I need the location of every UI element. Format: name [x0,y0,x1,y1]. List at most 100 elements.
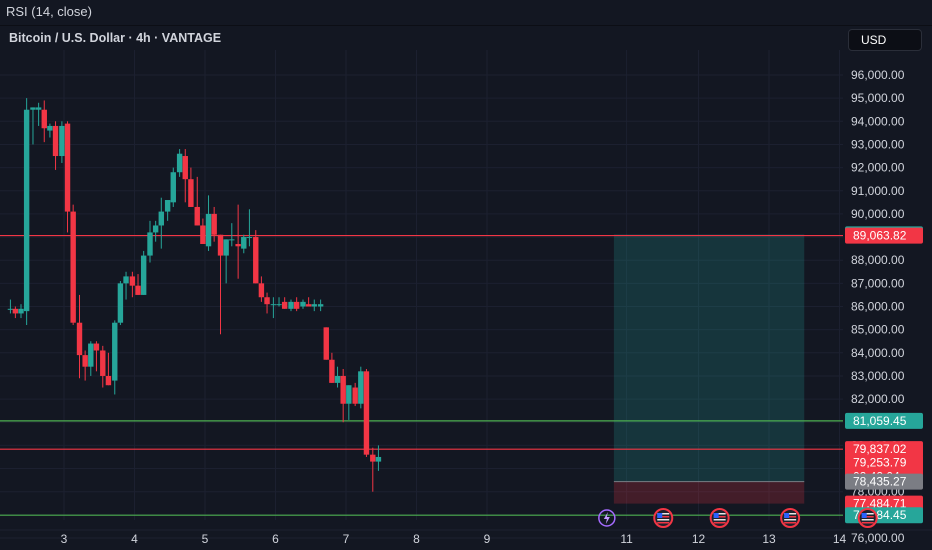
candle-body[interactable] [223,239,229,256]
candle-body[interactable] [293,301,300,309]
candle[interactable] [182,149,188,203]
candle-body[interactable] [117,283,124,323]
candle[interactable] [281,297,288,309]
candle-body[interactable] [170,172,176,203]
candle-body[interactable] [358,371,364,404]
candle[interactable] [176,149,183,177]
candle-body[interactable] [76,322,83,356]
candle-body[interactable] [7,308,14,310]
candle[interactable] [288,299,294,312]
candle[interactable] [140,250,147,295]
candle[interactable] [363,369,370,457]
candle-body[interactable] [241,237,247,249]
lightning-event-icon[interactable] [598,509,616,527]
candle-body[interactable] [258,283,265,298]
event-markers[interactable] [598,508,878,528]
horizontal-levels[interactable] [0,234,843,516]
candle[interactable] [88,341,94,376]
candle[interactable] [147,220,153,263]
candle-body[interactable] [93,343,100,351]
indicator-label[interactable]: RSI (14, close) [6,4,92,19]
candle-body[interactable] [64,123,71,212]
candle-body[interactable] [164,200,171,212]
candle-body[interactable] [211,213,217,235]
candle-body[interactable] [205,213,212,247]
candle[interactable] [117,281,124,326]
candle[interactable] [305,297,312,307]
candle[interactable] [370,447,376,492]
candle-body[interactable] [135,285,141,295]
us-flag-event-icon[interactable] [857,508,878,528]
candle-body[interactable] [235,243,241,247]
candle[interactable] [276,297,282,307]
candle-body[interactable] [35,107,42,110]
candle[interactable] [352,382,358,407]
candle[interactable] [47,123,53,138]
candle-body[interactable] [88,343,94,367]
candle[interactable] [241,234,247,254]
candle-body[interactable] [129,276,136,286]
candle[interactable] [253,230,259,284]
candle-body[interactable] [264,297,270,305]
candle[interactable] [317,299,324,312]
candle[interactable] [82,350,88,381]
candle[interactable] [76,294,83,379]
candle[interactable] [188,167,194,207]
candle-body[interactable] [300,301,306,307]
candle[interactable] [152,220,159,242]
us-flag-event-icon[interactable] [709,508,730,528]
candle-body[interactable] [41,109,47,129]
candle-body[interactable] [375,456,382,462]
us-flag-event-icon[interactable] [780,508,801,528]
candle-body[interactable] [229,239,235,241]
candle-body[interactable] [288,301,294,309]
candle[interactable] [358,366,364,409]
candle[interactable] [346,385,352,420]
candle[interactable] [300,299,306,309]
candle[interactable] [52,121,59,170]
candle[interactable] [323,327,329,360]
candle-body[interactable] [329,359,335,383]
candle[interactable] [375,445,382,471]
candle-body[interactable] [363,371,370,455]
candle-body[interactable] [30,107,36,110]
candle[interactable] [7,299,14,314]
candle[interactable] [12,306,19,319]
candle[interactable] [23,98,30,326]
candle[interactable] [246,209,253,247]
candle[interactable] [41,100,47,143]
candle-body[interactable] [188,179,194,207]
candle-body[interactable] [323,327,329,360]
candle[interactable] [223,239,229,284]
candle-body[interactable] [311,304,317,307]
candle[interactable] [100,345,106,388]
candle[interactable] [59,121,65,163]
us-flag-event-icon[interactable] [653,508,674,528]
candle-body[interactable] [370,454,376,462]
candle[interactable] [64,121,71,233]
candle[interactable] [129,271,136,298]
candle[interactable] [258,276,265,302]
candle-body[interactable] [147,232,153,256]
candle-body[interactable] [253,237,259,284]
candle-body[interactable] [140,255,147,295]
candle[interactable] [200,218,206,244]
candle[interactable] [340,369,346,423]
candle[interactable] [329,352,335,383]
target-zone[interactable] [613,234,805,482]
candle[interactable] [135,274,141,295]
candle[interactable] [30,107,36,145]
candle[interactable] [205,195,212,251]
candle-body[interactable] [334,375,341,383]
candle-body[interactable] [123,276,129,284]
candle[interactable] [112,320,118,395]
candle-body[interactable] [352,387,358,404]
candle-body[interactable] [305,304,312,307]
candle[interactable] [123,271,129,300]
candle-body[interactable] [47,125,53,131]
candle-body[interactable] [59,125,65,157]
candle[interactable] [217,234,224,335]
candle[interactable] [270,297,277,319]
candle-body[interactable] [52,125,59,157]
candle-body[interactable] [105,375,112,386]
